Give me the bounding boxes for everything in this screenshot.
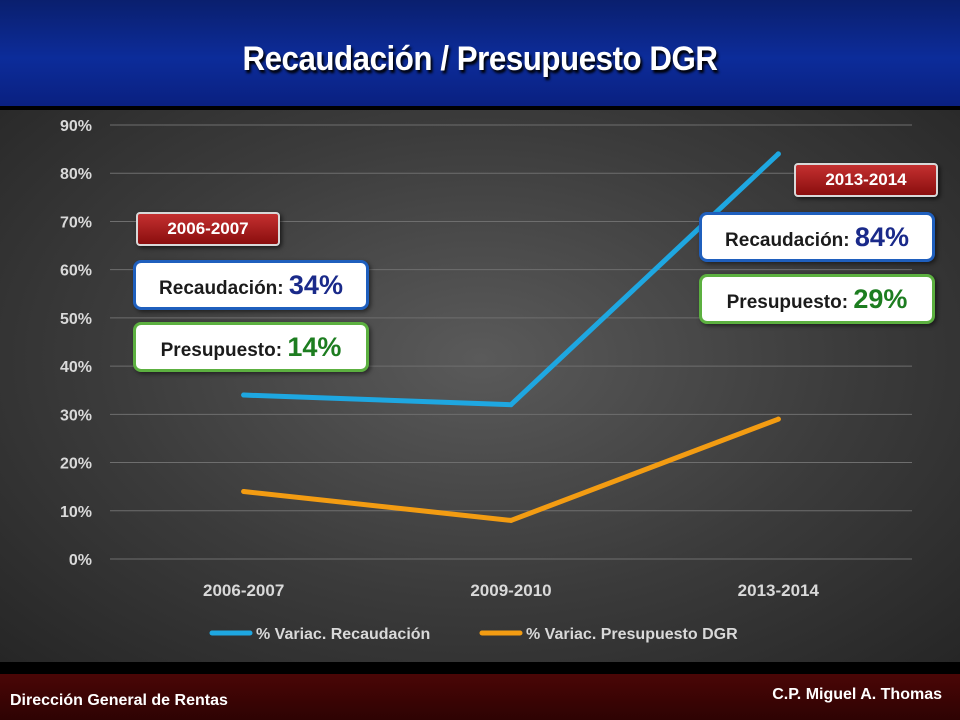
presupuesto-box-2006-2007: Presupuesto: 14% <box>133 322 369 372</box>
recaudacion-box-2006-2007: Recaudación: 34% <box>133 260 369 310</box>
presupuesto-box-2013-2014: Presupuesto: 29% <box>699 274 935 324</box>
badge-2013-2014: 2013-2014 <box>794 163 938 197</box>
data-point <box>508 517 514 523</box>
legend-label: % Variac. Presupuesto DGR <box>526 626 738 643</box>
x-tick-label: 2009-2010 <box>470 581 551 600</box>
y-tick-label: 0% <box>69 552 92 569</box>
data-point <box>241 488 247 494</box>
y-tick-label: 10% <box>60 504 92 521</box>
x-tick-label: 2013-2014 <box>738 581 820 600</box>
data-point <box>775 151 781 157</box>
recaudacion-value: 34% <box>288 270 343 300</box>
presupuesto-value: 14% <box>287 332 342 362</box>
x-tick-label: 2006-2007 <box>203 581 284 600</box>
slide-title: Recaudación / Presupuesto DGR <box>242 40 718 78</box>
footer-organization: Dirección General de Rentas <box>10 692 228 709</box>
presupuesto-value: 29% <box>853 284 908 314</box>
footer-bar <box>0 674 960 720</box>
data-point <box>241 392 247 398</box>
y-tick-label: 40% <box>60 359 92 376</box>
series-line-1 <box>241 416 781 523</box>
y-tick-label: 30% <box>60 407 92 424</box>
recaudacion-label: Recaudación: <box>159 278 289 299</box>
recaudacion-box-2013-2014: Recaudación: 84% <box>699 212 935 262</box>
y-tick-label: 60% <box>60 263 92 280</box>
y-tick-label: 90% <box>60 118 92 135</box>
y-tick-label: 70% <box>60 214 92 231</box>
recaudacion-value: 84% <box>854 222 909 252</box>
header-banner <box>0 0 960 106</box>
presupuesto-label: Presupuesto: <box>726 292 854 313</box>
presupuesto-label: Presupuesto: <box>160 340 288 361</box>
legend-label: % Variac. Recaudación <box>256 626 430 643</box>
recaudacion-label: Recaudación: <box>725 230 855 251</box>
data-point <box>775 416 781 422</box>
data-point <box>508 402 514 408</box>
y-tick-label: 80% <box>60 166 92 183</box>
badge-2006-2007: 2006-2007 <box>136 212 280 246</box>
y-tick-label: 50% <box>60 311 92 328</box>
chart-area <box>0 110 960 662</box>
footer-author: C.P. Miguel A. Thomas <box>772 686 942 703</box>
y-tick-label: 20% <box>60 456 92 473</box>
